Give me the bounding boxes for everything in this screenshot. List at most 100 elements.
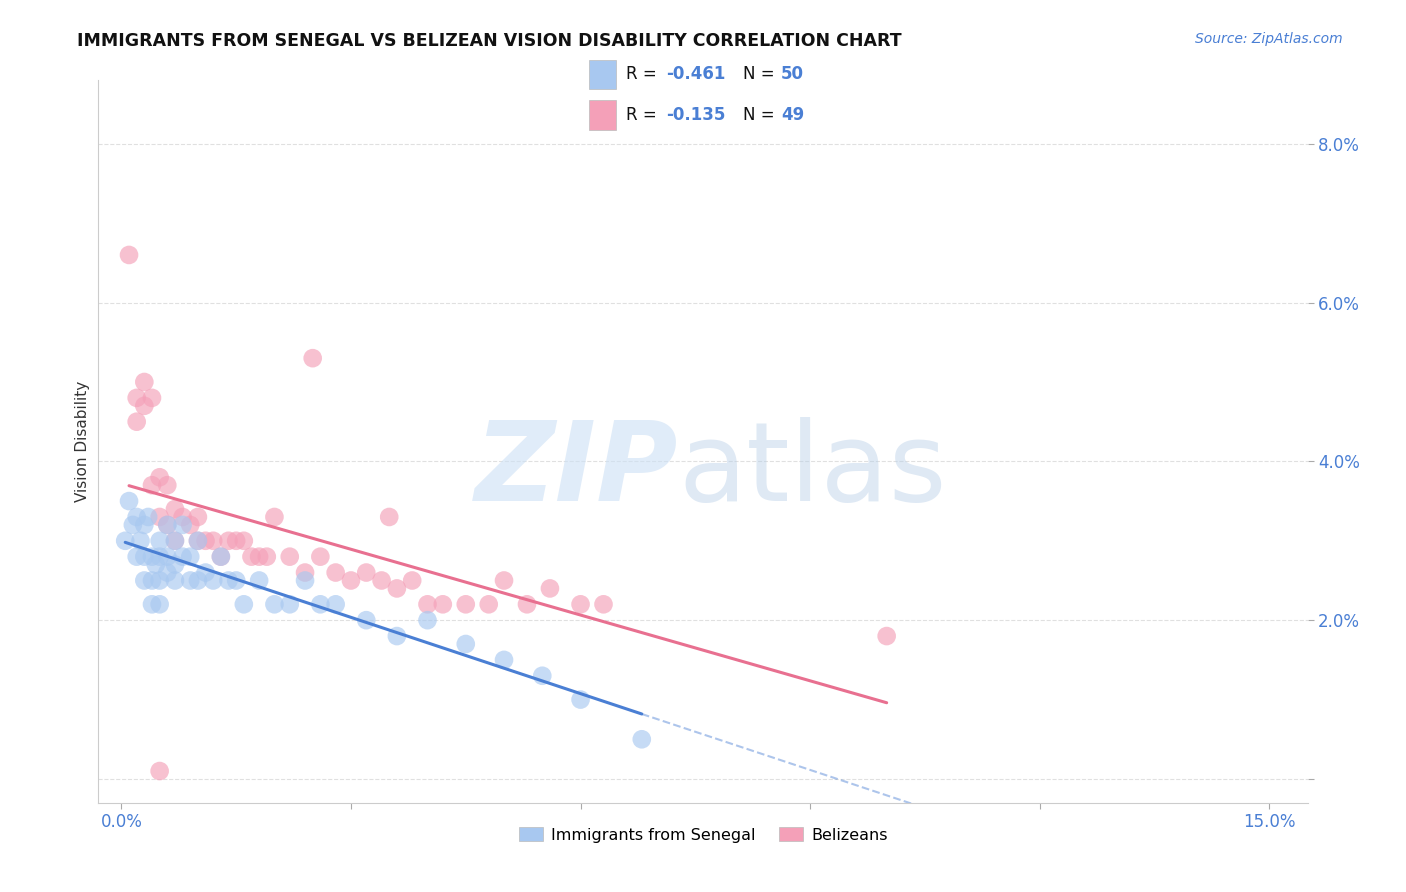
Point xyxy=(141,549,163,564)
Point xyxy=(187,533,209,548)
Text: -0.461: -0.461 xyxy=(666,65,725,84)
Point xyxy=(325,566,347,580)
Point xyxy=(179,517,201,532)
Point xyxy=(218,574,240,588)
Text: R =: R = xyxy=(626,65,662,84)
Point xyxy=(630,732,652,747)
Point xyxy=(163,502,186,516)
Point xyxy=(141,391,163,405)
Point xyxy=(134,574,156,588)
Point xyxy=(179,574,201,588)
Point xyxy=(125,510,148,524)
Point xyxy=(516,597,538,611)
Point xyxy=(156,549,179,564)
Point xyxy=(301,351,323,366)
Point xyxy=(340,574,363,588)
Point xyxy=(401,574,423,588)
Point xyxy=(194,533,217,548)
Point xyxy=(209,549,232,564)
Point xyxy=(141,478,163,492)
Point xyxy=(134,517,156,532)
Point xyxy=(121,517,143,532)
Legend: Immigrants from Senegal, Belizeans: Immigrants from Senegal, Belizeans xyxy=(512,821,894,849)
Point xyxy=(356,613,378,627)
Text: 49: 49 xyxy=(780,105,804,124)
Point xyxy=(225,574,247,588)
Point xyxy=(141,574,163,588)
Point xyxy=(156,517,179,532)
Text: R =: R = xyxy=(626,105,662,124)
Point xyxy=(256,549,278,564)
Point xyxy=(141,597,163,611)
Point xyxy=(416,613,439,627)
Point xyxy=(163,533,186,548)
Point xyxy=(492,653,515,667)
Point xyxy=(538,582,561,596)
Point xyxy=(263,597,285,611)
Point xyxy=(156,566,179,580)
Point xyxy=(247,549,270,564)
Point xyxy=(531,669,554,683)
Point xyxy=(569,597,592,611)
Text: -0.135: -0.135 xyxy=(666,105,725,124)
Point xyxy=(187,510,209,524)
Point xyxy=(156,478,179,492)
Text: ZIP: ZIP xyxy=(475,417,679,524)
Point xyxy=(125,415,148,429)
Point xyxy=(172,549,194,564)
Point xyxy=(149,597,172,611)
Point xyxy=(370,574,392,588)
Point xyxy=(179,549,201,564)
Text: atlas: atlas xyxy=(679,417,948,524)
Text: IMMIGRANTS FROM SENEGAL VS BELIZEAN VISION DISABILITY CORRELATION CHART: IMMIGRANTS FROM SENEGAL VS BELIZEAN VISI… xyxy=(77,32,903,50)
Point xyxy=(114,533,136,548)
Point xyxy=(263,510,285,524)
Point xyxy=(356,566,378,580)
Point xyxy=(172,517,194,532)
Point xyxy=(432,597,454,611)
Point xyxy=(225,533,247,548)
Point xyxy=(492,574,515,588)
Point xyxy=(385,629,408,643)
Point xyxy=(385,582,408,596)
Point xyxy=(592,597,614,611)
Point xyxy=(232,597,254,611)
Point xyxy=(240,549,263,564)
Bar xyxy=(589,60,616,89)
Point xyxy=(125,391,148,405)
Point xyxy=(569,692,592,706)
Point xyxy=(145,558,167,572)
Point xyxy=(134,375,156,389)
Point xyxy=(149,764,172,778)
Point xyxy=(149,533,172,548)
Bar xyxy=(589,100,616,129)
Point xyxy=(134,399,156,413)
Point xyxy=(149,510,172,524)
Point xyxy=(163,533,186,548)
Point xyxy=(149,549,172,564)
Point xyxy=(194,566,217,580)
Point xyxy=(163,574,186,588)
Point xyxy=(294,566,316,580)
Point xyxy=(294,574,316,588)
Point xyxy=(149,574,172,588)
Point xyxy=(309,597,332,611)
Point xyxy=(187,574,209,588)
Point xyxy=(118,248,141,262)
Point xyxy=(454,637,477,651)
Point xyxy=(278,597,301,611)
Point xyxy=(309,549,332,564)
Point xyxy=(202,574,225,588)
Point xyxy=(129,533,152,548)
Point xyxy=(163,558,186,572)
Point xyxy=(136,510,159,524)
Text: N =: N = xyxy=(742,105,779,124)
Point xyxy=(378,510,401,524)
Point xyxy=(325,597,347,611)
Point xyxy=(149,470,172,484)
Point xyxy=(478,597,501,611)
Text: Source: ZipAtlas.com: Source: ZipAtlas.com xyxy=(1195,32,1343,46)
Text: N =: N = xyxy=(742,65,779,84)
Point xyxy=(876,629,898,643)
Point xyxy=(278,549,301,564)
